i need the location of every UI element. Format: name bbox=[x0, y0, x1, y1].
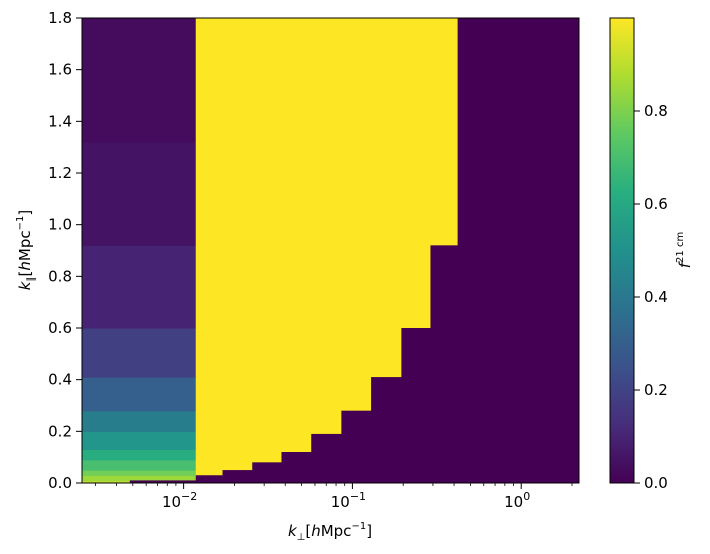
y-tick-label-0: 0.0 bbox=[48, 474, 72, 492]
heatmap-cell-11 bbox=[82, 18, 197, 143]
heatmap-cell-3 bbox=[82, 459, 197, 471]
colorbar-tick-label-3: 0.6 bbox=[644, 195, 668, 213]
colorbar-tick-label-1: 0.2 bbox=[644, 381, 668, 399]
y-tick-label-4: 0.8 bbox=[48, 267, 72, 285]
heatmap-cell-1 bbox=[82, 475, 197, 482]
y-tick-label-8: 1.6 bbox=[48, 61, 72, 79]
heatmap-cell-13 bbox=[129, 480, 197, 483]
y-tick-label-9: 1.8 bbox=[48, 9, 72, 27]
colorbar-axis: 0.0 0.2 0.4 0.6 0.8 bbox=[634, 102, 668, 492]
y-tick-label-1: 0.2 bbox=[48, 422, 72, 440]
heatmap-cell-6 bbox=[82, 410, 197, 432]
heatmap-cell-2 bbox=[82, 470, 197, 476]
y-axis-label: k∥[hMpc−1] bbox=[15, 210, 37, 290]
heatmap-cell-18 bbox=[311, 433, 342, 483]
colorbar-tick-label-2: 0.4 bbox=[644, 288, 668, 306]
plot-frame bbox=[81, 17, 580, 484]
heatmap-cell-10 bbox=[82, 142, 197, 246]
y-axis: 0.0 0.2 0.4 0.6 0.8 1.0 1.2 1.4 1.6 1.8 bbox=[48, 9, 82, 492]
heatmap-cell-19 bbox=[341, 410, 372, 483]
colorbar-label: f21 cm bbox=[675, 232, 694, 268]
colorbar bbox=[609, 17, 635, 484]
x-axis-label: k⊥[hMpc−1] bbox=[288, 521, 372, 543]
heatmap-cell-17 bbox=[281, 452, 312, 483]
heatmap-cell-22 bbox=[430, 245, 459, 483]
y-tick-label-3: 0.6 bbox=[48, 319, 72, 337]
y-tick-label-6: 1.2 bbox=[48, 164, 72, 182]
x-tick-label-1: 10−1 bbox=[331, 490, 366, 511]
y-tick-label-5: 1.0 bbox=[48, 216, 72, 234]
y-tick-label-2: 0.4 bbox=[48, 371, 72, 389]
colorbar-tick-label-0: 0.0 bbox=[644, 474, 668, 492]
heatmap-cell-9 bbox=[82, 245, 197, 329]
heatmap-cell-4 bbox=[82, 449, 197, 461]
heatmap-cell-15 bbox=[222, 470, 253, 483]
x-tick-label-2: 100 bbox=[504, 490, 530, 511]
x-tick-label-0: 10−2 bbox=[162, 490, 197, 511]
heatmap-cell-7 bbox=[82, 377, 197, 412]
heatmap-cell-16 bbox=[252, 462, 283, 483]
heatmap-cell-21 bbox=[401, 328, 432, 483]
y-tick-label-7: 1.4 bbox=[48, 112, 72, 130]
heatmap bbox=[82, 18, 579, 483]
heatmap-cell-23 bbox=[457, 18, 579, 483]
x-axis: 10−2 10−1 100 bbox=[94, 483, 573, 511]
colorbar-tick-label-4: 0.8 bbox=[644, 102, 668, 120]
heatmap-cell-14 bbox=[195, 475, 224, 483]
heatmap-cell-20 bbox=[371, 377, 402, 483]
heatmap-cell-5 bbox=[82, 431, 197, 451]
heatmap-cell-8 bbox=[82, 328, 197, 378]
